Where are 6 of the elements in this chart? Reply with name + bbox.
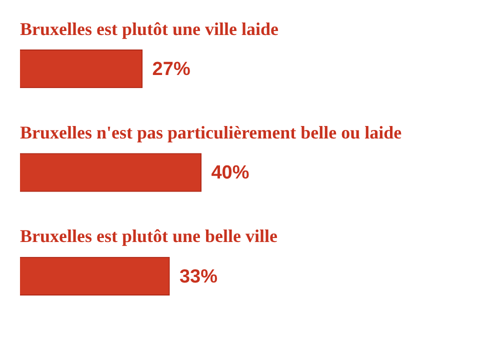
y-tick-label: Bruxelles est plutôt une ville laide	[20, 18, 279, 39]
data-label: 27%	[152, 59, 190, 80]
y-tick-label: Bruxelles est plutôt une belle ville	[20, 226, 278, 246]
data-label: 40%	[211, 162, 250, 184]
data-label: 33%	[179, 266, 218, 288]
y-tick-label: Bruxelles n'est pas particulièrement belle ou laide	[20, 122, 402, 142]
